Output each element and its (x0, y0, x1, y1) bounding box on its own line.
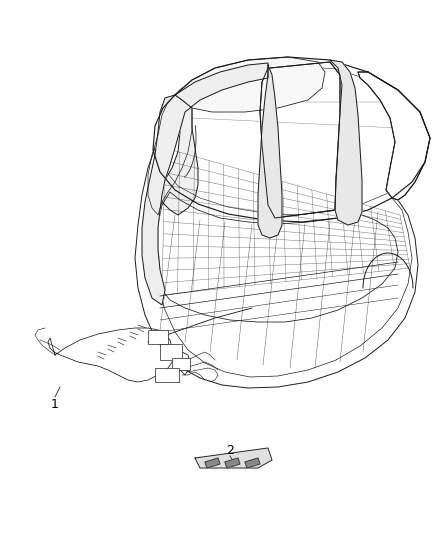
Polygon shape (358, 72, 430, 200)
Polygon shape (160, 88, 198, 215)
Polygon shape (225, 458, 240, 468)
Bar (148, 330, 168, 344)
Bar (160, 344, 182, 360)
Polygon shape (258, 65, 282, 238)
Polygon shape (330, 60, 362, 225)
Text: 2: 2 (226, 443, 234, 456)
Polygon shape (142, 63, 268, 305)
Bar (172, 358, 190, 370)
Polygon shape (245, 458, 260, 468)
Polygon shape (260, 62, 340, 218)
Text: 1: 1 (51, 399, 59, 411)
Bar (155, 368, 179, 382)
Polygon shape (175, 57, 325, 112)
Polygon shape (205, 458, 220, 468)
Polygon shape (195, 448, 272, 468)
